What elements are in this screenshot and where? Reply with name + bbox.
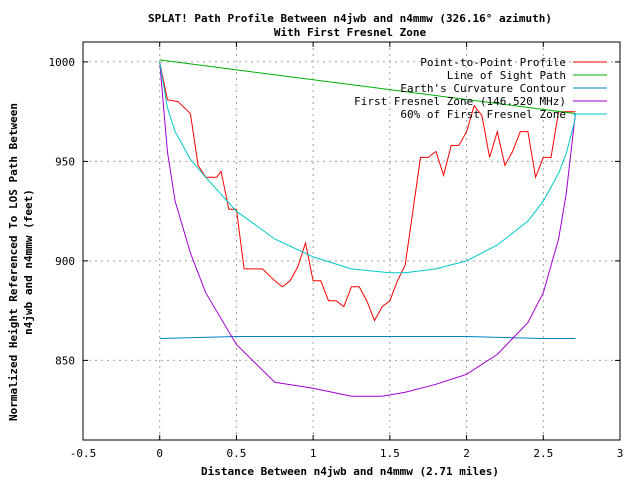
series-lines [159,59,576,397]
x-tick-label: 2.5 [533,447,553,460]
chart-subtitle: With First Fresnel Zone [274,26,427,39]
x-tick-label: 0.5 [226,447,246,460]
legend-label-earth-s-curvature-contour: Earth's Curvature Contour [400,82,566,95]
x-tick-label: -0.5 [70,447,97,460]
x-tick-label: 0 [156,447,163,460]
x-tick-label: 2 [463,447,470,460]
legend-label-60-of-first-fresnel-zone: 60% of First Fresnel Zone [400,108,566,121]
series-line-of-sight-path [159,59,576,115]
y-tick-label: 900 [55,255,75,268]
axes-frame [82,41,621,441]
x-tick-label: 1.5 [380,447,400,460]
y-axis-label-line1: Normalized Height Referenced To LOS Path… [7,103,20,421]
series-60-of-first-fresnel-zone [159,61,576,274]
plot-frame [82,41,621,441]
legend-label-first-fresnel-zone-146-520-mhz: First Fresnel Zone (146.520 MHz) [354,95,566,108]
x-axis-label: Distance Between n4jwb and n4mmw (2.71 m… [201,465,499,478]
axis-ticks: -0.5 0 0.5 1 1.5 2 2.5 3 850 900 950 1000 [49,42,624,460]
legend-label-line-of-sight-path: Line of Sight Path [447,69,566,82]
x-tick-label: 3 [617,447,624,460]
series-point-to-point-profile [159,61,576,322]
x-tick-label: 1 [310,447,317,460]
y-axis-label-line2: n4jwb and n4mmw (feet) [22,189,35,335]
y-tick-label: 850 [55,354,75,367]
series-first-fresnel-zone-146-520-mhz [159,61,576,397]
y-tick-label: 1000 [49,56,76,69]
grid-lines [83,42,620,440]
chart-title: SPLAT! Path Profile Between n4jwb and n4… [148,12,552,25]
y-tick-label: 950 [55,155,75,168]
series-earth-s-curvature-contour [159,336,576,339]
legend-label-point-to-point-profile: Point-to-Point Profile [420,56,566,69]
